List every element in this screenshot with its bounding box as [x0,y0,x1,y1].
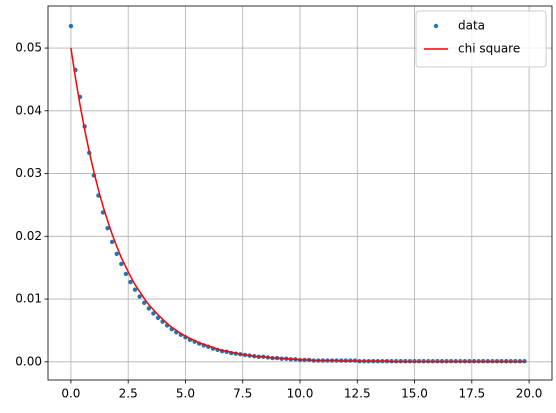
x-tick-label: 17.5 [458,387,485,401]
data-point [128,279,133,285]
data-point [105,225,110,231]
data-point [114,251,119,257]
x-tick-label: 10.0 [287,387,314,401]
y-tick-label: 0.00 [15,354,42,368]
x-tick-label: 5.0 [176,387,195,401]
x-tick-label: 7.5 [233,387,252,401]
legend-marker [433,23,439,29]
legend-label: data [458,19,485,33]
y-tick-label: 0.02 [15,229,42,243]
data-point [132,287,138,292]
line [70,47,525,363]
legend: data chi square [415,10,547,68]
data-point [137,294,142,299]
x-tick-label: 12.5 [344,387,371,401]
legend-box [415,10,547,68]
x-tick-label: 20.0 [516,387,543,401]
grid [48,6,552,380]
y-tick-label: 0.03 [15,166,42,180]
data-point [119,261,124,267]
legend-label: chi square [458,42,520,56]
data-point [151,311,156,316]
data-point [146,306,151,311]
data-point [109,239,115,245]
y-tick-label: 0.04 [15,103,42,117]
x-tick-label: 0.0 [61,387,80,401]
x-tick-label: 2.5 [119,387,138,401]
plot-area [68,23,527,364]
data-point [123,271,129,277]
data-point [68,23,74,29]
x-tick-label: 15.0 [401,387,428,401]
data-point [142,300,147,306]
y-tick-label: 0.01 [15,292,42,306]
y-tick-label: 0.05 [15,41,42,55]
